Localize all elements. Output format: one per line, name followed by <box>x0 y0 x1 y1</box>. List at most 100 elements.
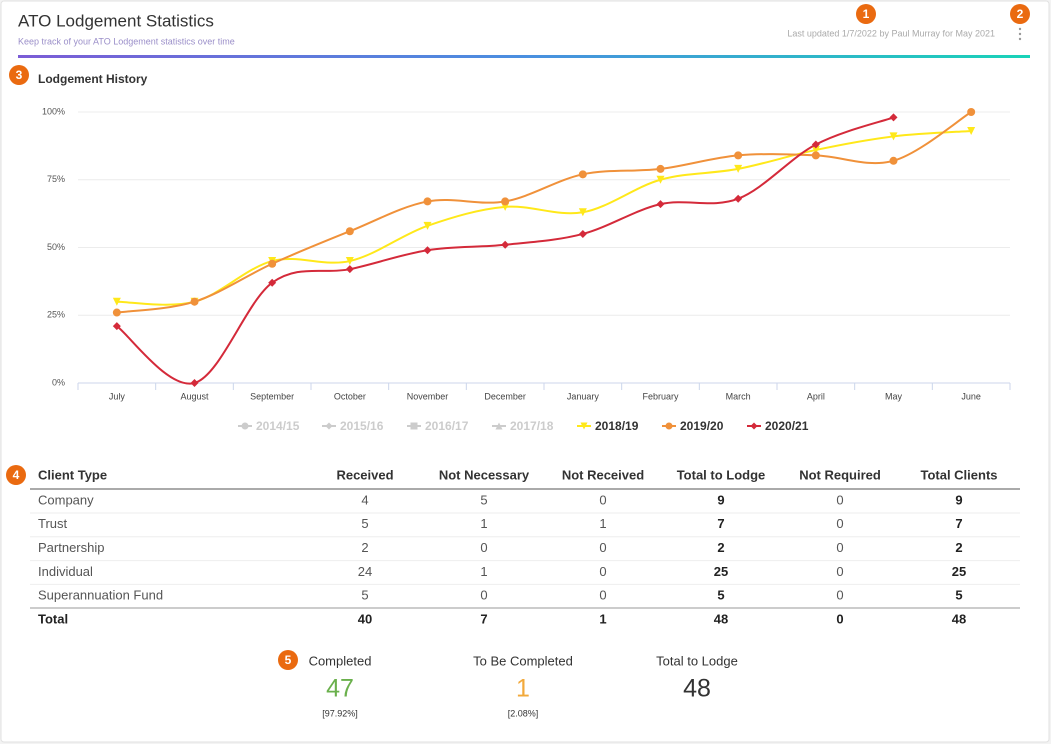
legend-marker <box>580 422 588 430</box>
point <box>734 151 743 160</box>
point <box>268 259 277 268</box>
callout-badge <box>9 65 29 85</box>
table-cell: 7 <box>717 516 724 531</box>
point <box>501 197 510 206</box>
table-cell: 0 <box>599 492 606 507</box>
legend-label: 2020/21 <box>765 419 809 433</box>
table-cell: 7 <box>955 516 962 531</box>
y-tick-label: 0% <box>52 377 65 387</box>
table-cell: 0 <box>480 588 487 603</box>
summary-label: Completed <box>309 653 372 668</box>
total-cell: 0 <box>836 611 843 626</box>
y-tick-label: 50% <box>47 242 65 252</box>
legend-marker <box>410 422 418 430</box>
legend-label: 2019/20 <box>680 419 724 433</box>
legend-label: 2014/15 <box>256 419 300 433</box>
summary-percent: [2.08%] <box>508 708 539 718</box>
point <box>268 278 277 287</box>
series-line <box>116 111 972 314</box>
point <box>345 227 354 236</box>
table-cell: 24 <box>358 564 372 579</box>
table-cell: Company <box>38 492 94 507</box>
table-header: Total Clients <box>920 467 997 482</box>
table-cell: Trust <box>38 516 68 531</box>
table-cell: Partnership <box>38 540 104 555</box>
x-tick-label: September <box>250 391 294 401</box>
table-header: Total to Lodge <box>677 467 766 482</box>
x-tick-label: May <box>885 391 903 401</box>
point <box>501 240 510 249</box>
summary-label: To Be Completed <box>473 653 573 668</box>
callout-badge <box>1010 4 1030 24</box>
point <box>112 297 121 306</box>
point <box>811 151 820 160</box>
summary-value: 48 <box>683 675 711 703</box>
table-cell: 0 <box>836 540 843 555</box>
table-cell: 2 <box>361 540 368 555</box>
total-cell: 48 <box>952 611 966 626</box>
callout-badge <box>6 465 26 485</box>
legend-marker <box>241 422 249 430</box>
summary-percent: [97.92%] <box>322 708 358 718</box>
legend-marker <box>495 422 503 430</box>
x-tick-label: July <box>109 391 126 401</box>
x-tick-label: October <box>334 391 366 401</box>
table-cell: 5 <box>955 588 962 603</box>
table-header: Client Type <box>38 467 107 482</box>
table-cell: 1 <box>599 516 606 531</box>
menu-button[interactable] <box>1018 27 1022 41</box>
point <box>967 108 976 116</box>
point <box>578 170 587 179</box>
legend-label: 2016/17 <box>425 419 469 433</box>
point <box>345 257 354 266</box>
point <box>112 308 121 317</box>
table-cell: 0 <box>599 564 606 579</box>
x-tick-label: June <box>961 391 981 401</box>
table-header: Received <box>336 467 393 482</box>
table-cell: 1 <box>480 516 487 531</box>
y-tick-label: 75% <box>47 174 65 184</box>
point <box>345 265 354 274</box>
table-cell: 0 <box>836 516 843 531</box>
table-cell: 0 <box>599 540 606 555</box>
point <box>734 194 743 203</box>
table-cell: 0 <box>836 588 843 603</box>
point <box>656 200 665 209</box>
table-cell: 5 <box>361 588 368 603</box>
callout-badge <box>856 4 876 24</box>
callout-number: 5 <box>285 653 292 667</box>
point <box>423 246 432 255</box>
point <box>811 140 820 149</box>
point <box>889 156 898 165</box>
y-tick-label: 25% <box>47 310 65 320</box>
table-cell: 25 <box>952 564 966 579</box>
table-cell: 0 <box>480 540 487 555</box>
legend-label: 2015/16 <box>340 419 384 433</box>
table-cell: 1 <box>480 564 487 579</box>
x-tick-label: March <box>726 391 751 401</box>
total-cell: 48 <box>714 611 728 626</box>
table-cell: 25 <box>714 564 728 579</box>
callout-badge <box>278 650 298 670</box>
point <box>190 297 199 306</box>
x-tick-label: November <box>407 391 449 401</box>
point <box>889 113 898 122</box>
table-cell: 2 <box>955 540 962 555</box>
table-cell: 5 <box>361 516 368 531</box>
chart-title: Lodgement History <box>38 72 148 86</box>
table-cell: 4 <box>361 492 368 507</box>
total-cell: 7 <box>480 611 487 626</box>
legend-label: 2017/18 <box>510 419 554 433</box>
table-header: Not Necessary <box>439 467 530 482</box>
table-cell: 0 <box>836 564 843 579</box>
last-updated: Last updated 1/7/2022 by Paul Murray for… <box>787 28 995 38</box>
table-cell: 2 <box>717 540 724 555</box>
table-cell: 9 <box>717 492 724 507</box>
summary-label: Total to Lodge <box>656 653 738 668</box>
total-cell: Total <box>38 611 68 626</box>
callout-number: 2 <box>1017 7 1024 21</box>
title: ATO Lodgement Statistics <box>18 11 214 30</box>
